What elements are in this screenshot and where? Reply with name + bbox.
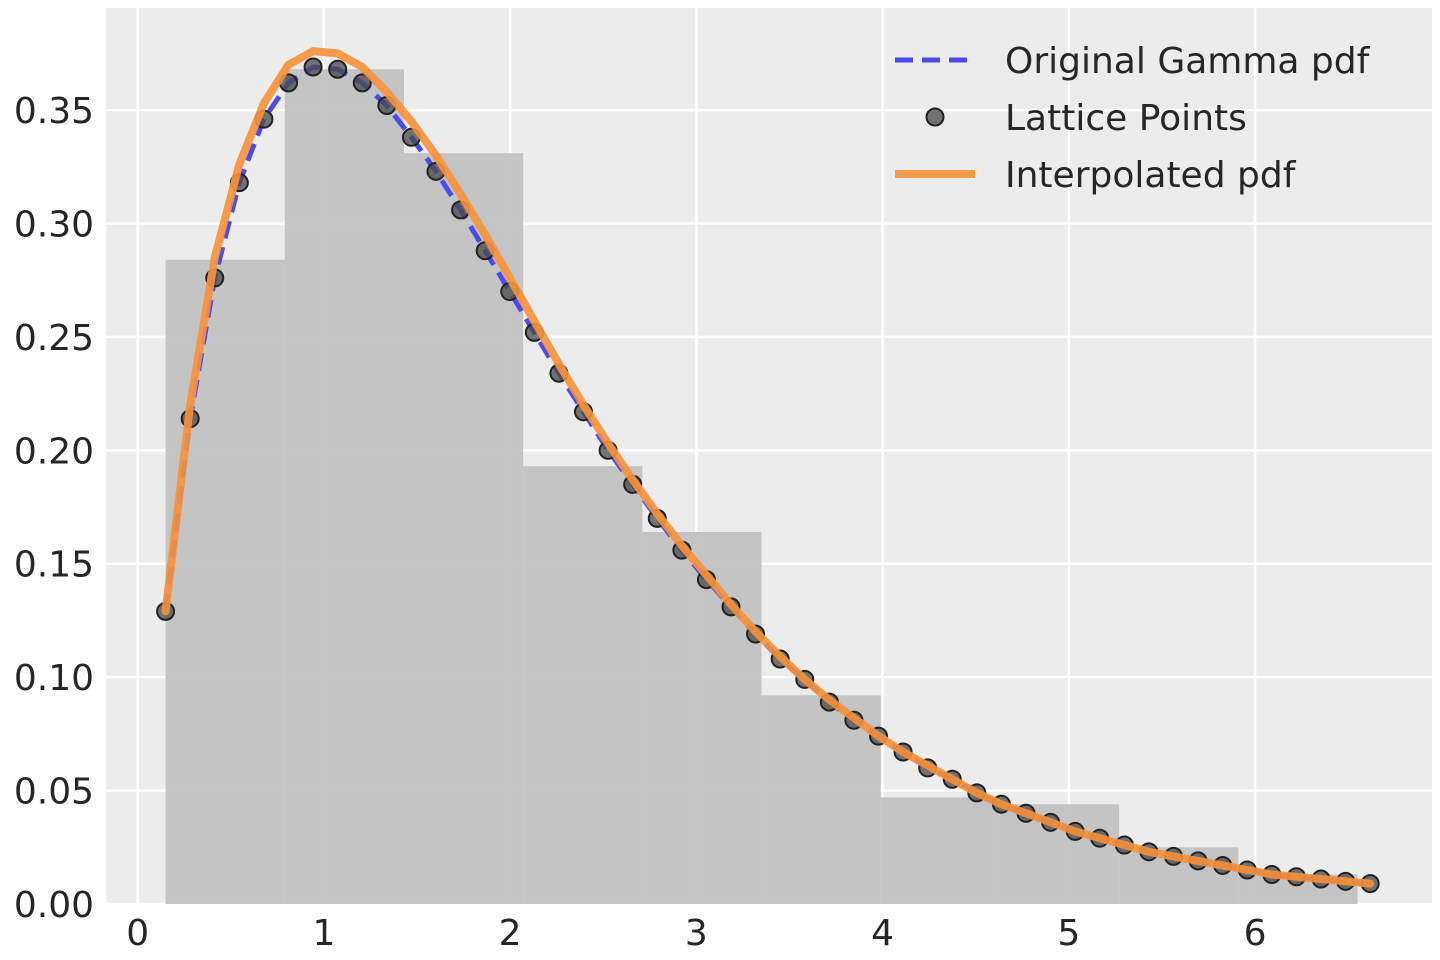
- histogram-bar: [284, 69, 404, 905]
- histogram-bar: [761, 695, 881, 904]
- y-tick-label: 0.20: [14, 431, 94, 472]
- histogram-bar: [165, 259, 285, 904]
- x-tick-labels: 0 1 2 3 4 5 6: [126, 913, 1266, 954]
- y-tick-label: 0.30: [14, 204, 94, 245]
- lattice-point: [303, 57, 323, 77]
- legend-label: Interpolated pdf: [1005, 155, 1297, 196]
- x-tick-label: 1: [312, 913, 335, 954]
- lattice-point: [352, 73, 372, 93]
- x-tick-label: 3: [685, 913, 708, 954]
- y-tick-label: 0.00: [14, 885, 94, 926]
- histogram-bar: [642, 531, 762, 904]
- series: [156, 47, 1380, 894]
- y-tick-label: 0.25: [14, 318, 94, 359]
- y-tick-label: 0.05: [14, 772, 94, 813]
- histogram-bar: [523, 466, 643, 904]
- x-tick-label: 0: [126, 913, 149, 954]
- y-tick-label: 0.35: [14, 91, 94, 132]
- y-tick-labels: 0.00 0.05 0.10 0.15 0.20 0.25 0.30 0.35: [14, 91, 94, 926]
- x-tick-label: 2: [499, 913, 522, 954]
- legend: Original Gamma pdf Lattice Points Interpol…: [895, 41, 1371, 196]
- x-tick-label: 6: [1244, 913, 1267, 954]
- y-tick-label: 0.10: [14, 658, 94, 699]
- legend-label: Lattice Points: [1005, 98, 1247, 139]
- x-tick-label: 5: [1057, 913, 1080, 954]
- interpolated-pdf-line: [161, 47, 1375, 888]
- legend-label: Original Gamma pdf: [1005, 41, 1371, 82]
- y-tick-label: 0.15: [14, 545, 94, 586]
- x-tick-label: 4: [871, 913, 894, 954]
- legend-swatch-lattice: [925, 107, 945, 127]
- histogram-bar: [880, 797, 1000, 904]
- lattice-point: [328, 59, 348, 79]
